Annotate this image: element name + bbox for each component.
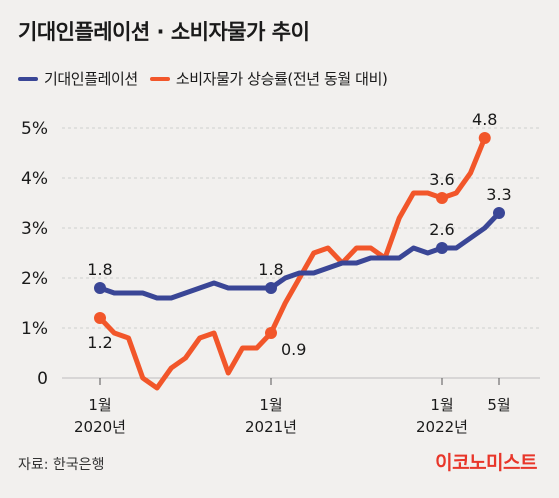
x-tick-label: 5월	[487, 396, 510, 414]
data-label: 0.9	[281, 340, 306, 359]
data-label: 3.6	[429, 170, 454, 189]
series-marker-0	[436, 242, 448, 254]
legend-label-cpi: 소비자물가 상승률(전년 동월 대비)	[175, 70, 388, 88]
x-tick-label: 1월	[88, 396, 111, 414]
y-tick-label: 0	[37, 369, 48, 389]
series-marker-0	[265, 282, 277, 294]
series-marker-1	[265, 327, 277, 339]
data-label: 1.8	[258, 260, 283, 279]
y-tick-label: 5%	[21, 119, 48, 139]
series-marker-0	[94, 282, 106, 294]
legend-item-cpi: 소비자물가 상승률(전년 동월 대비)	[149, 68, 388, 89]
series-marker-1	[94, 312, 106, 324]
series-line-0	[97, 210, 502, 301]
y-tick-label: 2%	[21, 269, 48, 289]
chart-title: 기대인플레이션 · 소비자물가 추이	[18, 20, 310, 44]
series-line-1	[97, 135, 488, 391]
x-tick-label-year: 2020년	[74, 418, 126, 436]
legend-item-expected-inflation: 기대인플레이션	[18, 68, 138, 89]
data-label: 4.8	[472, 110, 497, 129]
data-label: 3.3	[486, 185, 511, 204]
series-marker-0	[493, 207, 505, 219]
y-tick-label: 3%	[21, 219, 48, 239]
y-tick-label: 4%	[21, 169, 48, 189]
y-tick-label: 1%	[21, 319, 48, 339]
x-tick-label-year: 2021년	[245, 418, 297, 436]
data-label: 2.6	[429, 220, 454, 239]
series-marker-1	[478, 132, 491, 144]
data-label: 1.8	[87, 260, 112, 279]
legend: 기대인플레이션 소비자물가 상승률(전년 동월 대비)	[18, 68, 399, 89]
legend-swatch-orange	[149, 76, 170, 81]
x-tick-label-year: 2022년	[416, 418, 468, 436]
x-tick-label: 1월	[259, 396, 282, 414]
source-note: 자료: 한국은행	[18, 457, 105, 473]
legend-label-expected-inflation: 기대인플레이션	[44, 70, 138, 88]
series-marker-1	[436, 192, 448, 204]
legend-swatch-blue	[18, 76, 38, 81]
x-tick-label: 1월	[430, 396, 453, 414]
data-label: 1.2	[87, 333, 112, 352]
brand-logo: 이코노미스트	[435, 452, 537, 474]
